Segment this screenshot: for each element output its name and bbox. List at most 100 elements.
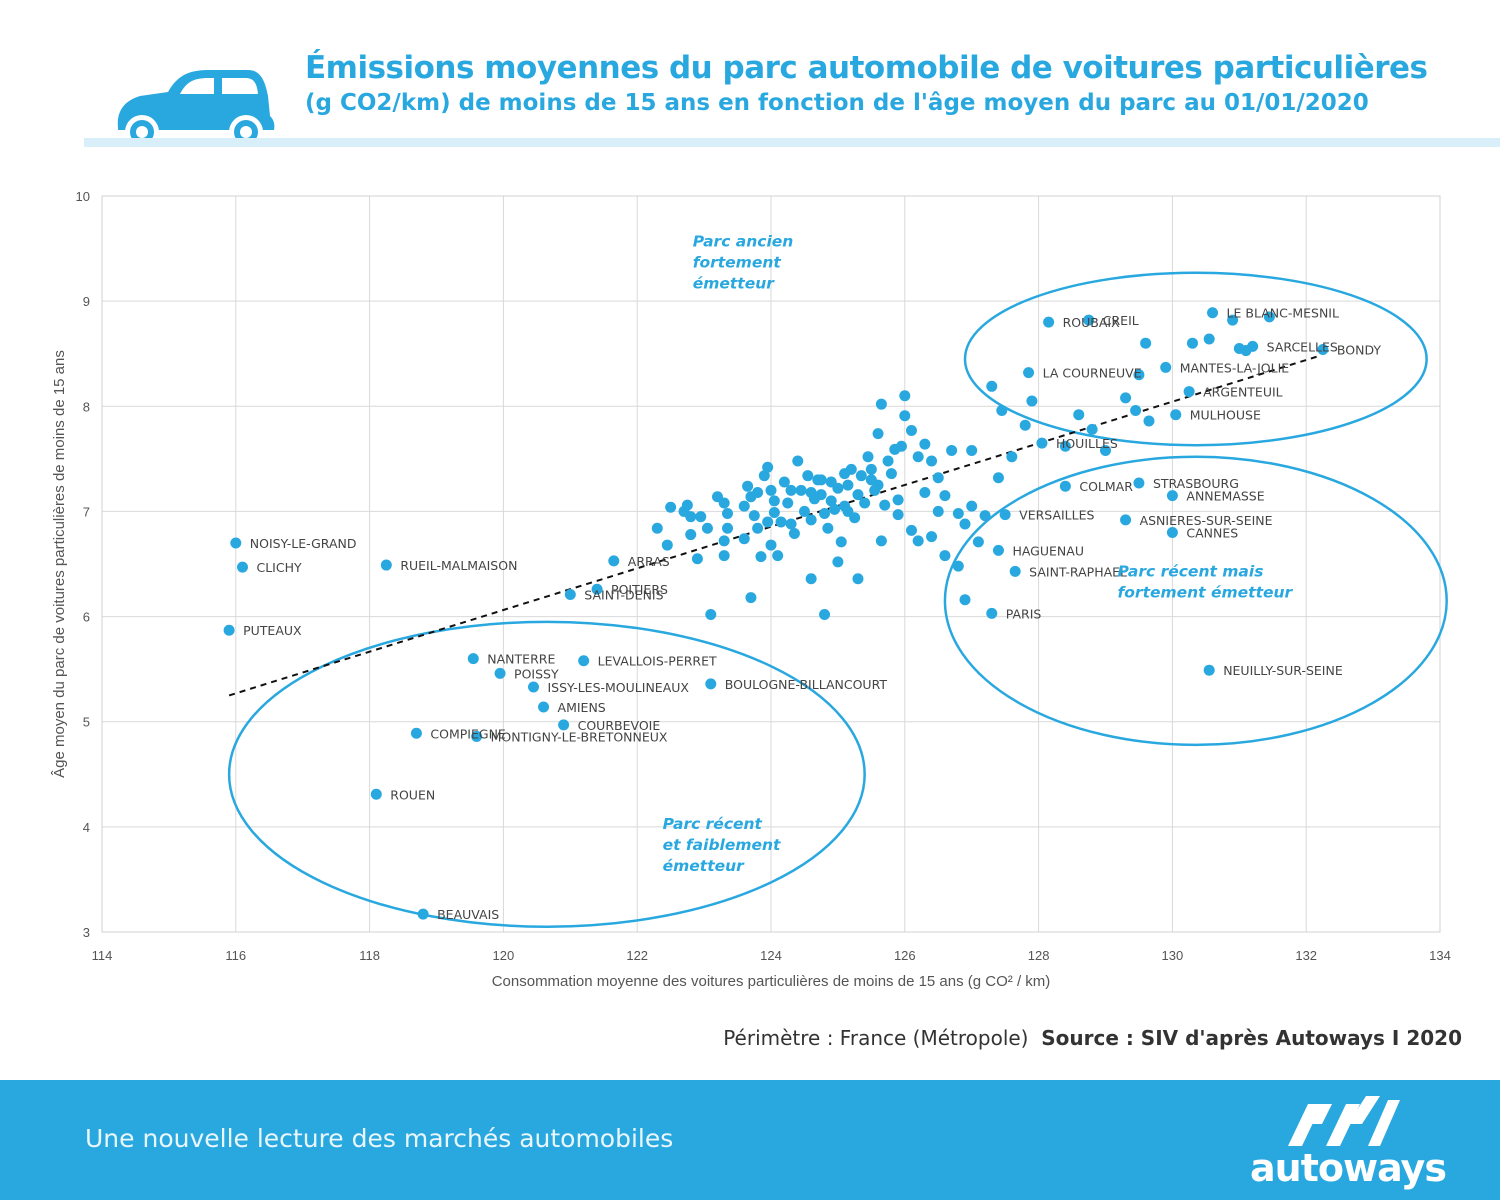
data-point [722, 508, 734, 520]
data-point [839, 500, 851, 512]
autoways-logo[interactable]: autoways [1250, 1094, 1447, 1194]
data-point [905, 524, 917, 536]
x-axis-label: Consommation moyenne des voitures partic… [492, 973, 1051, 990]
data-point-labeled [1203, 664, 1215, 676]
point-label: SARCELLES [1267, 339, 1338, 354]
data-point [919, 438, 931, 450]
x-tick-label: 116 [225, 948, 246, 963]
point-label: HAGUENAU [1012, 543, 1084, 558]
data-point [835, 536, 847, 548]
point-label: COMPIEGNE [430, 726, 506, 741]
data-point-labeled [558, 719, 570, 731]
cluster-ellipse [963, 271, 1428, 447]
data-point [849, 512, 861, 524]
data-point [798, 505, 810, 517]
data-point-labeled [223, 624, 235, 636]
data-point [986, 380, 998, 392]
point-label: ROUBAIX [1063, 315, 1120, 330]
cluster-ellipse [227, 620, 866, 928]
data-point [959, 518, 971, 530]
header-divider [84, 138, 1500, 147]
data-point [926, 455, 938, 467]
data-point [665, 501, 677, 513]
data-point-labeled [471, 730, 483, 742]
data-point-labeled [494, 667, 506, 679]
point-label: BONDY [1337, 343, 1381, 358]
data-point [1019, 419, 1031, 431]
data-point-labeled [564, 588, 576, 600]
data-point [1263, 311, 1275, 323]
data-point [979, 510, 991, 522]
data-point [852, 573, 864, 585]
data-point [748, 510, 760, 522]
data-point [765, 539, 777, 551]
data-point [722, 522, 734, 534]
annotations: Parc ancien fortement émetteur Parc récent … [663, 232, 1294, 874]
point-label: LE BLANC-MESNIL [1227, 306, 1339, 321]
data-point [939, 490, 951, 502]
data-point [819, 608, 831, 620]
data-point [772, 550, 784, 562]
point-label: POISSY [514, 666, 559, 681]
point-label: ARGENTEUIL [1203, 385, 1283, 400]
data-point-labeled [1036, 437, 1048, 449]
chart-title: Émissions moyennes du parc automobile de… [305, 50, 1428, 86]
data-point [701, 522, 713, 534]
data-point [875, 535, 887, 547]
annotation-text: et faiblement [663, 836, 781, 854]
data-point [966, 500, 978, 512]
data-point [819, 508, 831, 520]
data-point [905, 424, 917, 436]
source-line: Périmètre : France (Métropole) Source : … [723, 1026, 1462, 1050]
point-label: MANTES-LA-JOLIE [1180, 360, 1290, 375]
point-label: BEAUVAIS [437, 907, 499, 922]
point-label: SAINT-RAPHAEL [1029, 564, 1127, 579]
point-label: NOISY-LE-GRAND [250, 536, 357, 551]
data-point-labeled [1170, 409, 1182, 421]
data-point-labeled [1133, 477, 1145, 489]
x-tick-label: 128 [1028, 948, 1050, 963]
data-point [952, 508, 964, 520]
point-label: PUTEAUX [243, 623, 302, 638]
data-point [752, 522, 764, 534]
cluster-ellipse [943, 455, 1448, 747]
data-point [788, 528, 800, 540]
data-point [695, 511, 707, 523]
data-point-labeled [999, 509, 1011, 521]
y-tick-label: 5 [83, 715, 90, 730]
data-point-labeled [230, 537, 242, 549]
data-point [651, 522, 663, 534]
source-scope: Périmètre : France (Métropole) [723, 1026, 1029, 1050]
data-point [882, 455, 894, 467]
data-point [832, 482, 844, 494]
y-axis-label: Âge moyen du parc de voitures particuliè… [51, 350, 68, 778]
data-point [805, 573, 817, 585]
data-point-labeled [1043, 316, 1055, 328]
data-point [865, 463, 877, 475]
y-tick-label: 9 [83, 294, 90, 309]
data-point [1203, 333, 1215, 345]
data-point-labeled [467, 653, 479, 665]
data-point [899, 410, 911, 422]
data-point-labeled [380, 559, 392, 571]
data-point [765, 484, 777, 496]
data-point [822, 522, 834, 534]
point-label: MULHOUSE [1190, 408, 1261, 423]
data-point-labeled [1059, 480, 1071, 492]
data-point-labeled [1317, 344, 1329, 356]
data-point-labeled [591, 583, 603, 595]
x-tick-label: 134 [1429, 948, 1451, 963]
data-point [862, 451, 874, 463]
point-label: ARRAS [628, 554, 670, 569]
point-label: PARIS [1006, 606, 1042, 621]
x-tick-label: 118 [359, 948, 380, 963]
point-label: ASNIERES-SUR-SEINE [1140, 513, 1273, 528]
annotation-text: Parc récent mais [1118, 563, 1264, 581]
data-point-labeled [410, 727, 422, 739]
data-point [792, 455, 804, 467]
data-point [685, 511, 697, 523]
data-point [1140, 337, 1152, 349]
data-point [762, 461, 774, 473]
annotation-text: Parc ancien [693, 232, 794, 250]
point-label: COLMAR [1079, 479, 1133, 494]
